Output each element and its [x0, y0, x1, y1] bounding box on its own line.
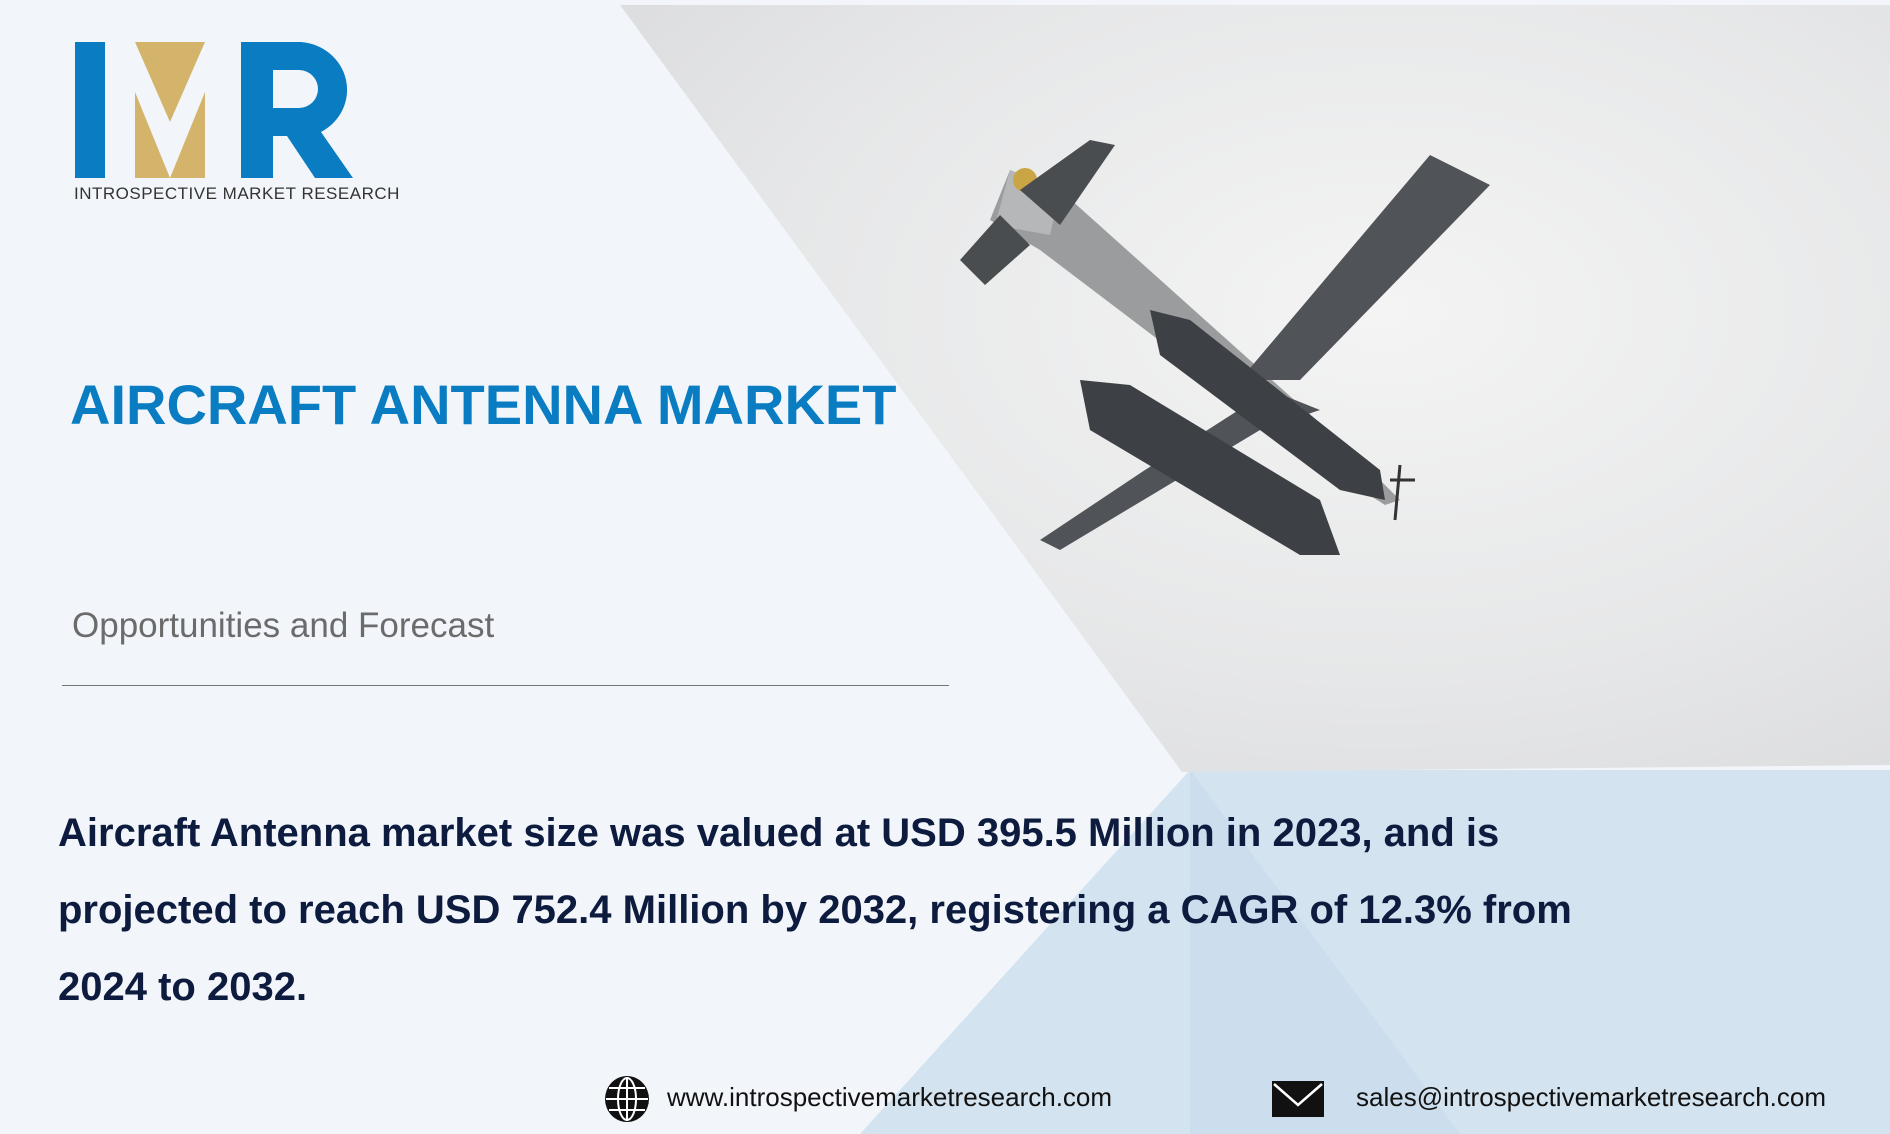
- logo-tagline: INTROSPECTIVE MARKET RESEARCH: [74, 184, 400, 203]
- globe-icon: [605, 1076, 649, 1122]
- website-link[interactable]: www.introspectivemarketresearch.com: [667, 1082, 1113, 1112]
- lower-triangle-accent: [1190, 770, 1460, 1134]
- envelope-icon: [1272, 1081, 1324, 1117]
- page-subtitle: Opportunities and Forecast: [72, 606, 495, 645]
- divider: [62, 685, 949, 686]
- lower-right-panel: [860, 770, 1890, 1134]
- email-link[interactable]: sales@introspectivemarketresearch.com: [1356, 1082, 1827, 1112]
- market-summary: Aircraft Antenna market size was valued …: [58, 811, 1572, 1009]
- airplane-image: [960, 140, 1490, 555]
- page-title: AIRCRAFT ANTENNA MARKET: [70, 373, 897, 436]
- imr-logo: [75, 42, 353, 178]
